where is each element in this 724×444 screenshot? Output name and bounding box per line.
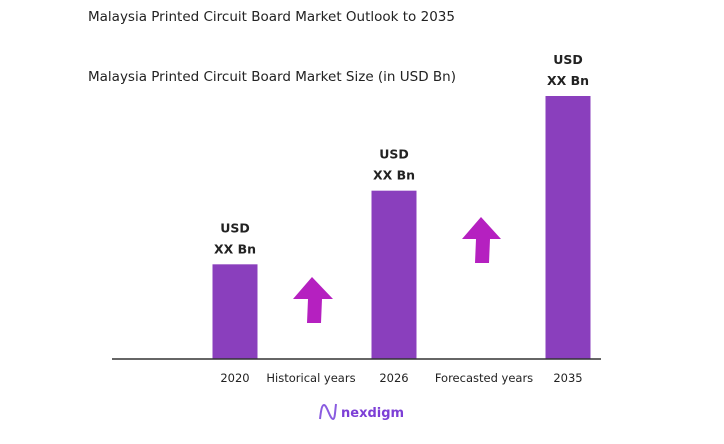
- data-label-currency: USD: [553, 52, 583, 67]
- x-tick-label: 2026: [379, 371, 408, 385]
- chart-subtitle: Malaysia Printed Circuit Board Market Si…: [88, 69, 457, 85]
- x-tick-label: 2020: [220, 371, 249, 385]
- nexdigm-logo: nexdigm: [319, 403, 404, 421]
- up-arrow-icon: [462, 217, 501, 263]
- bar-2035: [545, 96, 591, 359]
- chart-title: Malaysia Printed Circuit Board Market Ou…: [88, 9, 455, 25]
- data-label-value: XX Bn: [373, 168, 415, 183]
- up-arrow-icon: [293, 277, 333, 323]
- period-label-forecasted: Forecasted years: [435, 371, 533, 385]
- bar-2020: [212, 264, 258, 359]
- data-label-currency: USD: [379, 147, 409, 162]
- x-tick-label: 2035: [553, 371, 582, 385]
- data-label-value: XX Bn: [214, 241, 256, 256]
- bar-2026: [371, 190, 417, 359]
- logo-text: nexdigm: [341, 406, 404, 421]
- data-label-currency: USD: [220, 220, 250, 235]
- data-label-value: XX Bn: [547, 73, 589, 88]
- period-label-historical: Historical years: [266, 371, 355, 385]
